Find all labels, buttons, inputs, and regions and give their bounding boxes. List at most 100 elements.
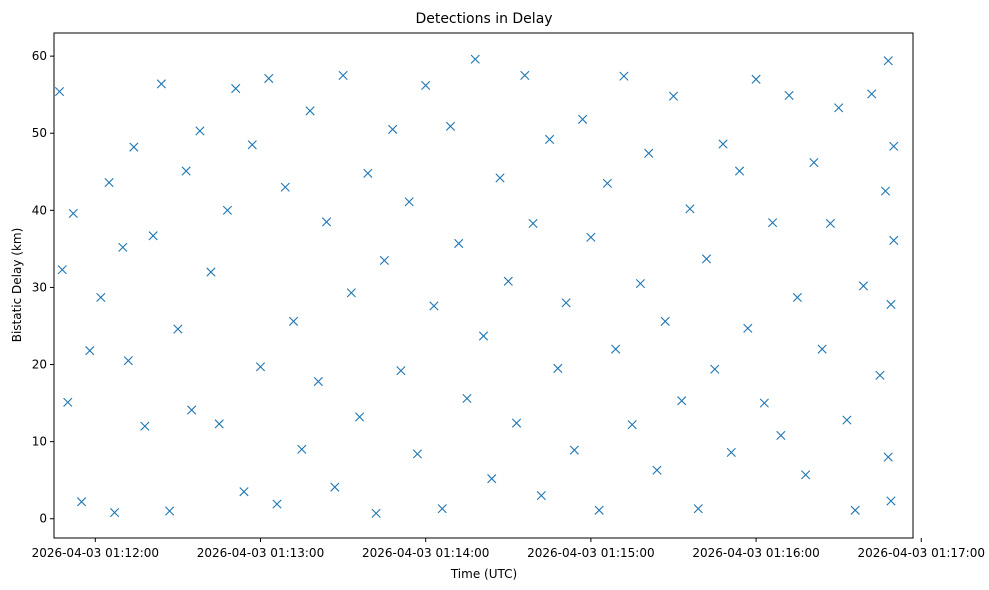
y-tick-label: 50 <box>32 126 47 140</box>
data-point-marker <box>511 418 522 428</box>
data-point-marker <box>371 508 381 518</box>
data-point-marker <box>553 363 563 373</box>
data-point-marker <box>214 419 224 429</box>
y-axis-label: Bistatic Delay (km) <box>10 228 24 343</box>
data-point-marker <box>635 278 646 289</box>
data-point-marker <box>858 281 869 291</box>
chart-title: Detections in Delay <box>415 11 552 27</box>
data-point-marker <box>569 445 579 455</box>
data-point-marker <box>759 398 769 408</box>
data-point-marker <box>801 470 811 480</box>
data-point-marker <box>693 504 703 514</box>
data-point-marker <box>247 140 257 150</box>
data-point-marker <box>85 346 95 356</box>
data-point-marker <box>123 356 133 366</box>
data-point-marker <box>734 166 745 176</box>
data-point-marker <box>388 124 398 134</box>
data-point-marker <box>363 168 373 178</box>
data-point-marker <box>767 218 778 228</box>
data-point-marker <box>148 231 158 241</box>
data-point-marker <box>751 74 761 84</box>
y-tick-label: 60 <box>32 49 47 63</box>
data-points <box>54 54 899 518</box>
data-point-marker <box>355 412 365 422</box>
data-point-marker <box>644 148 654 158</box>
data-point-marker <box>825 218 835 229</box>
data-point-marker <box>462 393 472 404</box>
data-point-marker <box>445 121 456 131</box>
data-point-marker <box>619 71 629 81</box>
data-point-marker <box>528 218 538 229</box>
x-tick-label: 2026-04-03 01:15:00 <box>527 546 654 560</box>
data-point-marker <box>586 232 596 242</box>
data-point-marker <box>297 444 307 454</box>
data-point-marker <box>255 362 266 372</box>
x-axis: 2026-04-03 01:12:00 2026-04-03 01:13:00 20… <box>32 538 985 560</box>
data-point-marker <box>321 217 332 227</box>
data-point-marker <box>404 197 414 207</box>
data-point-marker <box>784 90 794 101</box>
data-point-marker <box>685 204 695 214</box>
data-point-marker <box>280 182 290 192</box>
data-point-marker <box>338 70 348 80</box>
data-point-marker <box>886 299 896 309</box>
data-point-marker <box>880 186 891 196</box>
plot-area-frame <box>53 32 914 539</box>
data-point-marker <box>470 54 480 64</box>
data-point-marker <box>834 103 844 113</box>
x-tick-label: 2026-04-03 01:16:00 <box>692 546 819 560</box>
data-point-marker <box>718 139 728 149</box>
data-point-marker <box>602 178 612 188</box>
data-point-marker <box>330 482 340 492</box>
x-tick-label: 2026-04-03 01:12:00 <box>32 546 159 560</box>
data-point-marker <box>889 141 899 151</box>
data-point-marker <box>867 89 877 99</box>
y-tick-label: 40 <box>32 203 47 217</box>
data-point-marker <box>412 449 423 459</box>
data-point-marker <box>883 452 893 462</box>
data-point-marker <box>109 507 120 518</box>
data-point-marker <box>76 497 87 507</box>
data-point-marker <box>487 474 497 484</box>
data-point-marker <box>478 331 489 341</box>
y-tick-label: 30 <box>32 280 47 294</box>
data-point-marker <box>850 505 860 515</box>
data-point-marker <box>503 276 513 286</box>
data-point-marker <box>288 316 299 326</box>
data-point-marker <box>889 235 899 245</box>
data-point-marker <box>379 255 389 266</box>
data-point-marker <box>231 83 241 94</box>
data-point-marker <box>96 292 106 303</box>
data-point-marker <box>63 397 73 407</box>
data-point-marker <box>578 114 588 124</box>
data-point-marker <box>140 421 150 431</box>
data-point-marker <box>817 344 827 354</box>
data-point-marker <box>165 506 175 516</box>
data-point-marker <box>743 323 753 333</box>
data-point-marker <box>701 254 712 264</box>
data-point-marker <box>809 157 819 168</box>
data-point-marker <box>68 208 78 219</box>
data-point-marker <box>239 487 249 497</box>
data-point-marker <box>660 316 670 326</box>
data-point-marker <box>222 205 233 215</box>
y-tick-label: 10 <box>32 435 47 449</box>
data-point-marker <box>495 173 505 183</box>
data-point-marker <box>594 505 604 515</box>
data-point-marker <box>173 324 183 334</box>
data-point-marker <box>206 267 216 277</box>
data-point-marker <box>726 447 736 458</box>
data-point-marker <box>652 465 662 475</box>
data-point-marker <box>57 265 67 275</box>
data-point-marker <box>156 79 166 89</box>
data-point-marker <box>129 142 139 152</box>
x-axis-label: Time (UTC) <box>450 567 517 581</box>
data-point-marker <box>883 56 893 66</box>
data-point-marker <box>561 298 571 308</box>
data-point-marker <box>437 504 447 514</box>
data-point-marker <box>195 126 205 136</box>
data-point-marker <box>710 364 720 374</box>
data-point-marker <box>776 430 786 441</box>
